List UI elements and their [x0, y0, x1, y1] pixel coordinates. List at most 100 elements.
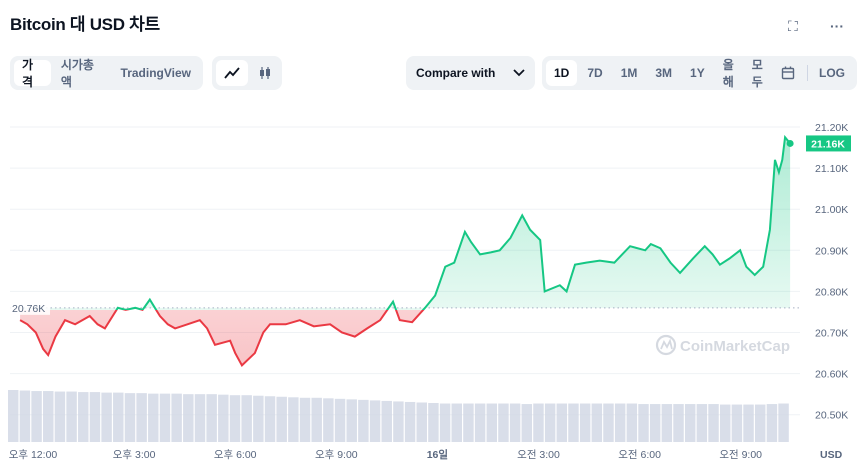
coinmarketcap-logo-icon [655, 334, 677, 356]
volume-bar [229, 395, 241, 442]
volume-bar [719, 404, 731, 442]
volume-bar [766, 404, 778, 442]
range-all[interactable]: 모두 [751, 58, 763, 89]
y-tick-label: 21.10K [815, 163, 848, 175]
x-tick-label: 오전 3:00 [517, 449, 560, 461]
view-tabs: 가격 시가총액 TradingView [10, 56, 203, 90]
y-tick-label: 20.80K [815, 286, 848, 298]
compare-label: Compare with [416, 66, 496, 80]
volume-bar [521, 404, 533, 442]
volume-bar [159, 393, 171, 442]
volume-bar [474, 403, 486, 442]
calendar-icon [781, 66, 795, 80]
range-1m[interactable]: 1M [620, 66, 638, 80]
volume-bar [509, 403, 521, 442]
volume-bar [556, 403, 568, 442]
y-unit-label: USD [820, 449, 843, 461]
page-title: Bitcoin 대 USD 차트 [10, 15, 160, 34]
chart-type-group [212, 56, 282, 90]
current-price-label: 21.16K [811, 138, 845, 150]
volume-bar [369, 400, 381, 442]
x-tick-label: 오전 9:00 [719, 449, 762, 461]
volume-bar [194, 394, 206, 442]
tab-market-cap[interactable]: 시가총액 [60, 58, 94, 89]
volume-bar [66, 391, 77, 442]
volume-bar [113, 392, 124, 442]
volume-bar [673, 404, 684, 442]
calendar-button[interactable] [773, 60, 803, 86]
volume-bar [358, 399, 369, 442]
y-tick-label: 20.50K [815, 410, 848, 422]
current-price-dot [786, 139, 794, 147]
volume-bar [486, 403, 498, 442]
range-tabs: 1D 7D 1M 3M 1Y 올해 모두 LOG [542, 56, 857, 90]
volume-bar [498, 403, 509, 442]
volume-bar [323, 398, 334, 442]
range-1y[interactable]: 1Y [690, 66, 705, 80]
volume-bar [463, 403, 474, 442]
volume-bar [708, 404, 719, 442]
area-fill-down [20, 310, 424, 366]
tab-tradingview[interactable]: TradingView [120, 66, 191, 80]
baseline-price-label: 20.76K [12, 303, 45, 315]
volume-bar [78, 392, 89, 442]
line-chart-icon [224, 67, 240, 79]
volume-bar [614, 403, 626, 442]
y-tick-label: 21.20K [815, 122, 848, 134]
area-fill-up [20, 137, 791, 310]
range-7d[interactable]: 7D [587, 66, 603, 80]
range-3m[interactable]: 3M [655, 66, 673, 80]
more-dots-icon[interactable]: ··· [830, 18, 844, 34]
watermark-text: CoinMarketCap [680, 338, 790, 355]
volume-bar [253, 395, 264, 442]
volume-bar [218, 394, 229, 442]
volume-bar [241, 395, 252, 442]
candlestick-icon [260, 67, 270, 79]
watermark: CoinMarketCap [655, 334, 790, 356]
range-1d[interactable]: 1D [546, 60, 578, 86]
x-tick-label: 오후 3:00 [113, 449, 156, 461]
y-tick-label: 20.70K [815, 328, 848, 340]
price-line-up [115, 134, 791, 310]
volume-bar [19, 390, 31, 442]
volume-bar [439, 403, 451, 442]
chevron-down-icon [513, 69, 525, 77]
volume-bar [603, 403, 614, 442]
volume-bar [568, 403, 579, 442]
volume-bar [264, 396, 276, 442]
volume-bar [743, 404, 754, 442]
volume-bar [638, 404, 649, 442]
volume-bar [649, 404, 661, 442]
expand-icon[interactable]: ⛶ [788, 18, 798, 34]
volume-bar [579, 403, 591, 442]
log-scale-toggle[interactable]: LOG [819, 66, 845, 80]
volume-bar [451, 403, 462, 442]
line-chart-button[interactable] [216, 60, 248, 86]
x-tick-label: 16일 [427, 448, 448, 461]
volume-bar [731, 404, 743, 442]
compare-dropdown[interactable]: Compare with [406, 56, 535, 90]
current-price-badge [806, 135, 851, 152]
volume-bar [778, 403, 789, 442]
volume-bar [8, 390, 19, 442]
volume-bar [381, 400, 392, 442]
volume-bar [31, 391, 42, 442]
volume-bar [276, 396, 287, 442]
volume-bar [346, 399, 357, 442]
volume-bar [43, 391, 54, 442]
volume-bar [591, 403, 603, 442]
price-line-down [19, 310, 425, 368]
tab-price[interactable]: 가격 [14, 58, 51, 89]
volume-bar [404, 401, 416, 442]
candlestick-button[interactable] [250, 60, 280, 86]
volume-bar [54, 391, 66, 442]
range-ytd[interactable]: 올해 [722, 58, 734, 89]
volume-bar [171, 393, 182, 442]
volume-bar [101, 392, 112, 442]
volume-bar [299, 397, 311, 442]
x-tick-label: 오후 12:00 [9, 449, 58, 461]
volume-bar [393, 401, 404, 442]
volume-bar [754, 404, 766, 442]
volume-bar [416, 402, 427, 442]
y-tick-label: 21.00K [815, 204, 848, 216]
